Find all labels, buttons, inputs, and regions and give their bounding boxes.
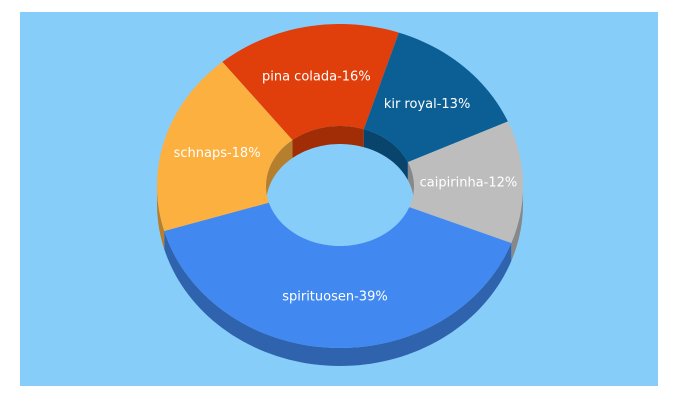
slice-label: schnaps-18% — [174, 146, 261, 161]
slice — [363, 32, 508, 163]
slice-label: spirituosen-39% — [282, 289, 387, 304]
slice-label: caipirinha-12% — [420, 176, 518, 191]
slice-label: kir royal-13% — [384, 97, 471, 112]
slice — [157, 61, 293, 231]
slice-inner-wall — [292, 126, 364, 159]
slice — [164, 202, 512, 348]
slice-label: pina colada-16% — [262, 69, 371, 84]
slice-inner-wall — [407, 162, 414, 204]
slice — [407, 121, 523, 244]
slice-side — [511, 186, 523, 262]
slice-side — [157, 186, 165, 249]
slice-inner-wall — [363, 129, 408, 181]
slice — [222, 24, 399, 141]
slice-side — [164, 230, 512, 366]
slice-inner-wall — [266, 140, 293, 204]
